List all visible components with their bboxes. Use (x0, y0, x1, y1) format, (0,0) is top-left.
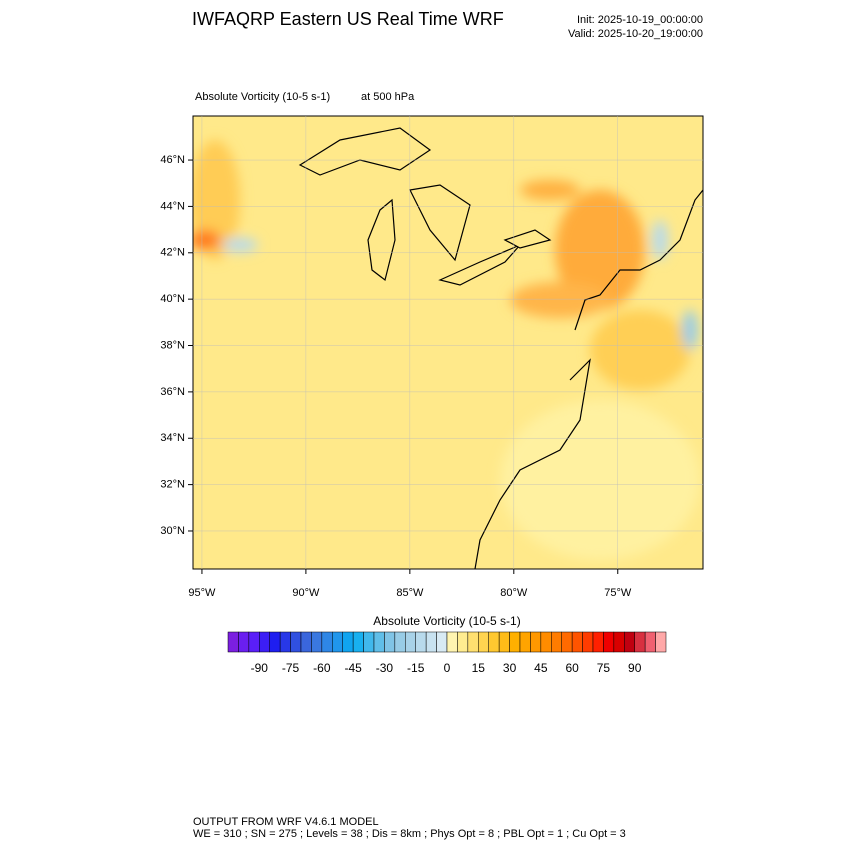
coastline (474, 189, 703, 569)
y-tick-label: 34°N (160, 432, 185, 444)
colorbar-box (352, 631, 364, 653)
lakes (298, 127, 552, 286)
colorbar-box (269, 631, 281, 653)
colorbar-label: 60 (565, 661, 579, 675)
colorbar-label: 30 (503, 661, 517, 675)
colorbar-box (644, 631, 656, 653)
colorbar-box (394, 631, 406, 653)
colorbar-label: -90 (251, 661, 269, 675)
colorbar-box (551, 631, 562, 653)
colorbar-box (227, 631, 239, 653)
colorbar-box (363, 631, 375, 653)
colorbar-box (415, 631, 427, 653)
colorbar-label: -30 (376, 661, 394, 675)
y-tick-label: 38°N (160, 339, 185, 351)
colorbar-box (248, 631, 260, 653)
colorbar-box (571, 631, 583, 653)
colorbar-label: -60 (313, 661, 331, 675)
colorbar-box (332, 631, 343, 653)
colorbar-box (290, 631, 302, 653)
colorbar-box (655, 631, 667, 653)
field-shading (193, 140, 700, 560)
colorbar-title: Absolute Vorticity (10-5 s-1) (373, 614, 520, 628)
colorbar-box (478, 631, 489, 653)
map-field (193, 116, 703, 569)
init-time: Init: 2025-10-19_00:00:00 (577, 14, 703, 26)
colorbar-box (342, 631, 354, 653)
x-tick-label: 85°W (396, 587, 424, 599)
colorbar-box (519, 631, 531, 653)
colorbar-box (425, 631, 437, 653)
colorbar-box (311, 631, 323, 653)
y-tick-label: 32°N (160, 479, 185, 491)
colorbar-box (300, 631, 312, 653)
colorbar-box (238, 631, 250, 653)
colorbar-box (582, 631, 594, 653)
x-tick-label: 90°W (292, 587, 320, 599)
colorbar-box (509, 631, 521, 653)
footer-line: WE = 310 ; SN = 275 ; Levels = 38 ; Dis … (193, 828, 626, 840)
colorbar-box (259, 631, 270, 653)
valid-time: Valid: 2025-10-20_19:00:00 (568, 28, 703, 40)
colorbar-box (457, 631, 469, 653)
colorbar-box (498, 631, 510, 653)
colorbar-label: 75 (597, 661, 611, 675)
colorbar-box (373, 631, 385, 653)
colorbar-box (405, 631, 416, 653)
title: IWFAQRP Eastern US Real Time WRF (192, 9, 504, 29)
colorbar-box (467, 631, 479, 653)
x-tick-label: 95°W (188, 587, 216, 599)
colorbar-box (613, 631, 625, 653)
colorbar-label: -45 (344, 661, 362, 675)
colorbar-box (384, 631, 396, 653)
y-tick-label: 44°N (160, 200, 185, 212)
colorbar-label: 90 (628, 661, 642, 675)
colorbar-label: -75 (282, 661, 300, 675)
colorbar-box (540, 631, 552, 653)
colorbar-label: -15 (407, 661, 425, 675)
colorbar-box (446, 631, 458, 653)
colorbar-box (279, 631, 291, 653)
colorbar-box (634, 631, 646, 653)
colorbar-box (530, 631, 542, 653)
colorbar-box (603, 631, 615, 653)
colorbar-label: 0 (444, 661, 451, 675)
colorbar-box (561, 631, 573, 653)
colorbar-box (488, 631, 500, 653)
colorbar-box (321, 631, 333, 653)
x-tick-label: 80°W (500, 587, 528, 599)
footer-line: OUTPUT FROM WRF V4.6.1 MODEL (193, 816, 379, 828)
y-tick-label: 40°N (160, 293, 185, 305)
map-frame (192, 115, 704, 570)
y-tick-label: 30°N (160, 525, 185, 537)
colorbar-box (592, 631, 604, 653)
level-label: at 500 hPa (361, 91, 415, 103)
colorbar-label: 15 (472, 661, 486, 675)
colorbar-box (624, 631, 635, 653)
x-tick-label: 75°W (604, 587, 632, 599)
y-tick-label: 46°N (160, 154, 185, 166)
y-tick-label: 42°N (160, 247, 185, 259)
field-label: Absolute Vorticity (10-5 s-1) (195, 91, 330, 103)
colorbar-label: 45 (534, 661, 548, 675)
colorbar-box (436, 631, 448, 653)
y-tick-label: 36°N (160, 386, 185, 398)
